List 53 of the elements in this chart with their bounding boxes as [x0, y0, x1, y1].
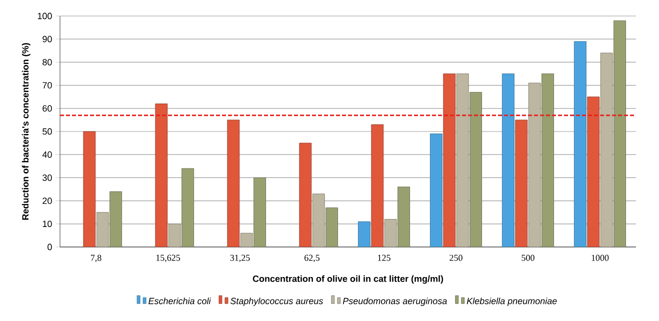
bar [542, 74, 554, 247]
x-axis-title: Concentration of olive oil in cat litter (mg/ml) [252, 275, 444, 284]
x-tick-label: 15,625 [156, 254, 180, 262]
y-tick-label: 0 [48, 244, 52, 250]
y-tick-label: 10 [42, 220, 52, 228]
y-tick-label: 60 [42, 105, 52, 112]
y-tick-label: 70 [42, 82, 52, 88]
bar [155, 104, 168, 247]
x-tick-label: 125 [378, 254, 390, 261]
bar [83, 131, 96, 247]
bar [358, 221, 370, 247]
y-tick-label: 90 [42, 36, 52, 42]
y-tick-label: 100 [38, 12, 52, 20]
bar [470, 92, 482, 247]
bar [299, 142, 312, 247]
bar [312, 194, 325, 247]
bar [384, 219, 397, 247]
y-tick-label: 80 [42, 59, 52, 66]
x-tick-label: 31,25 [230, 254, 250, 262]
bar [502, 74, 514, 247]
x-tick-label: 250 [450, 254, 462, 261]
legend-label: Pseudomonas aeruginosa [342, 298, 447, 306]
y-tick-label: 40 [42, 151, 52, 158]
bar [110, 191, 122, 247]
bar [398, 186, 410, 247]
x-tick-label: 62,5 [304, 254, 320, 262]
bar [430, 134, 442, 247]
bar [600, 52, 613, 247]
bar [240, 232, 253, 247]
bar [574, 41, 586, 247]
y-axis-title: Reduction of bacteria's concentration (%) [22, 43, 30, 220]
bar [168, 224, 181, 247]
bar [182, 168, 194, 247]
bar [254, 177, 266, 247]
bar [371, 124, 384, 247]
legend-label: Staphylococcus aureus [230, 298, 324, 306]
bar [587, 96, 600, 247]
bar [227, 120, 240, 247]
bar [443, 74, 456, 247]
bar [528, 82, 541, 247]
bar [96, 212, 109, 247]
legend-label: Klebsiella pneumoniae [466, 298, 557, 306]
x-tick-label: 500 [522, 254, 534, 261]
bar [326, 208, 338, 247]
bar [614, 20, 626, 247]
legend-label: Escherichia coli [148, 298, 211, 304]
bar [515, 120, 528, 247]
y-tick-label: 20 [42, 198, 52, 204]
y-tick-label: 30 [42, 174, 52, 181]
x-tick-label: 1000 [592, 254, 609, 261]
x-tick-label: 7,8 [90, 254, 102, 262]
y-tick-label: 50 [42, 128, 52, 135]
bar [456, 74, 469, 247]
